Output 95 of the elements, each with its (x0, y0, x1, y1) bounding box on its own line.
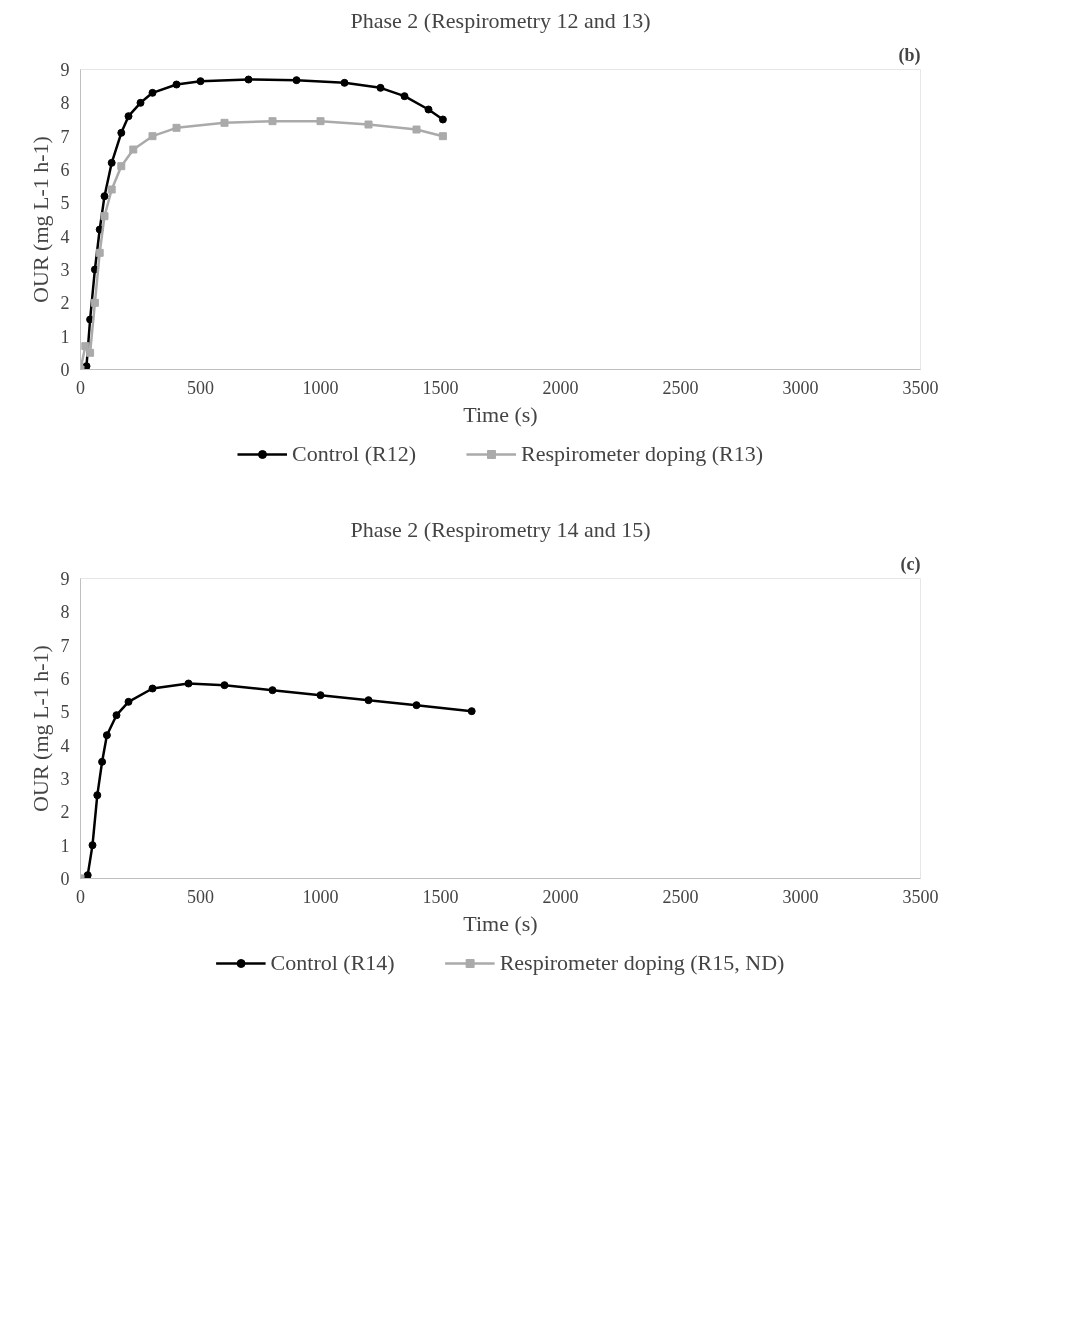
y-tick-label: 9 (60, 569, 70, 589)
point (90, 265, 99, 274)
point (364, 696, 373, 705)
point (102, 731, 111, 740)
point (148, 684, 157, 693)
point (112, 711, 121, 720)
x-axis-title: Time (s) (463, 910, 538, 936)
chart-title: Phase 2 (Respirometry 12 and 13) (350, 7, 651, 33)
x-tick-label: 500 (187, 886, 214, 907)
x-tick-label: 2500 (662, 377, 699, 398)
y-tick-label: 7 (60, 126, 70, 147)
point (268, 686, 277, 695)
point (124, 112, 133, 121)
point (129, 145, 138, 154)
point (340, 78, 349, 87)
point (292, 76, 301, 85)
x-tick-label: 3500 (902, 886, 939, 907)
x-tick-label: 3000 (782, 377, 819, 398)
y-tick-label: 2 (60, 802, 70, 823)
x-tick-label: 2000 (542, 377, 579, 398)
text: (b) (898, 44, 921, 66)
point (98, 757, 107, 766)
point (364, 120, 373, 129)
point (184, 679, 193, 688)
point (107, 158, 116, 167)
x-axis-title: Time (s) (463, 401, 538, 427)
x-tick-label: 3000 (782, 886, 819, 907)
legend-label: Respirometer doping (R15, ND) (499, 950, 785, 976)
y-axis-title: OUR (mg L-1 h-1) (27, 645, 53, 812)
point (117, 162, 126, 171)
legend-label: Respirometer doping (R13) (521, 441, 764, 467)
y-tick-label: 6 (60, 669, 70, 689)
x-tick-label: 500 (187, 377, 214, 398)
point (244, 75, 253, 84)
point (467, 707, 476, 716)
y-tick-label: 1 (60, 326, 70, 347)
x-tick-label: 0 (76, 886, 85, 907)
point (172, 80, 181, 89)
point (100, 192, 109, 201)
x-tick-label: 1000 (302, 886, 339, 907)
point (93, 791, 102, 800)
point (400, 92, 409, 101)
y-tick-label: 3 (60, 260, 70, 280)
point (88, 841, 97, 850)
legend-label: Control (R14) (270, 950, 395, 976)
point (438, 132, 447, 141)
legend-label: Control (R12) (291, 441, 417, 467)
point (136, 98, 145, 107)
point (220, 118, 229, 127)
text: (c) (900, 553, 921, 575)
chart-title: Phase 2 (Respirometry 14 and 15) (350, 516, 651, 542)
y-tick-label: 1 (60, 835, 70, 856)
point (90, 298, 99, 307)
point (172, 123, 181, 132)
x-tick-label: 3500 (902, 377, 939, 398)
point (117, 128, 126, 137)
point (268, 117, 277, 126)
point (100, 212, 109, 221)
x-tick-label: 1000 (302, 377, 339, 398)
point (81, 342, 90, 351)
x-tick-label: 0 (76, 377, 85, 398)
y-tick-label: 4 (60, 226, 70, 247)
x-tick-label: 2000 (542, 886, 579, 907)
point (412, 701, 421, 710)
point (220, 681, 229, 690)
point (124, 697, 133, 706)
y-tick-label: 9 (60, 60, 70, 80)
point (316, 117, 325, 126)
y-tick-label: 0 (60, 360, 70, 380)
point (95, 248, 104, 257)
point (148, 88, 157, 97)
x-tick-label: 2500 (662, 886, 699, 907)
point (196, 77, 205, 86)
point (424, 105, 433, 114)
x-tick-label: 1500 (422, 886, 459, 907)
point (376, 83, 385, 92)
point (412, 125, 421, 134)
point (86, 348, 95, 357)
y-tick-label: 6 (60, 160, 70, 180)
y-tick-label: 0 (60, 869, 70, 889)
point (107, 185, 116, 194)
y-tick-label: 4 (60, 735, 70, 756)
y-tick-label: 2 (60, 293, 70, 314)
point (148, 132, 157, 141)
y-tick-label: 8 (60, 93, 70, 114)
y-tick-label: 7 (60, 635, 70, 656)
point (316, 691, 325, 700)
y-tick-label: 8 (60, 602, 70, 623)
y-tick-label: 5 (60, 702, 70, 723)
point (438, 115, 447, 124)
y-tick-label: 3 (60, 769, 70, 789)
y-tick-label: 5 (60, 193, 70, 214)
x-tick-label: 1500 (422, 377, 459, 398)
point (83, 871, 92, 879)
y-axis-title: OUR (mg L-1 h-1) (27, 136, 53, 303)
